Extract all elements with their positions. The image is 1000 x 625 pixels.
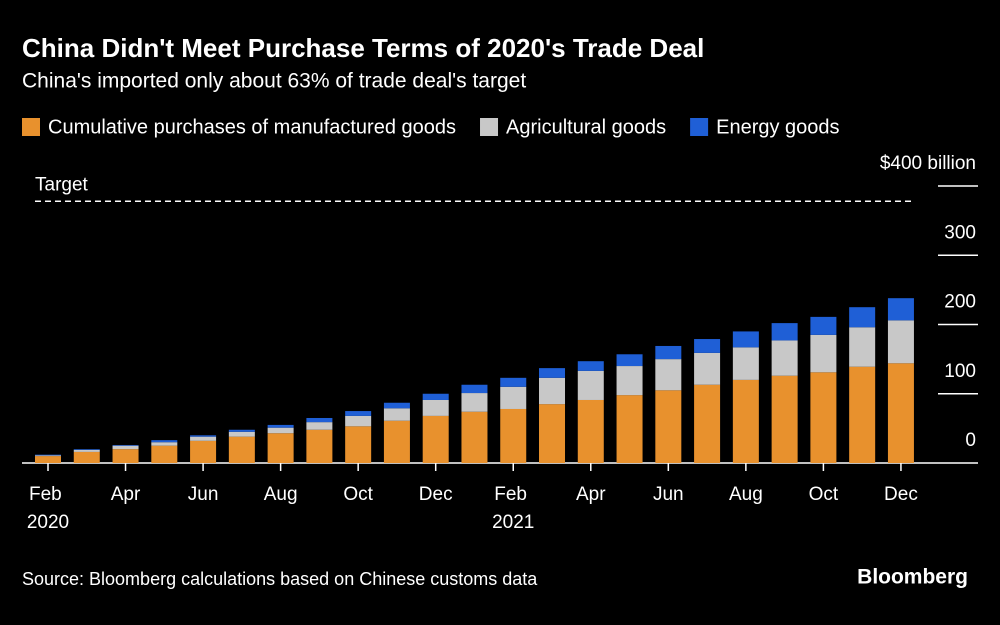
legend-swatch (22, 118, 40, 136)
bar-segment (345, 426, 372, 463)
target-label: Target (35, 174, 89, 195)
bar-segment (500, 377, 527, 387)
y-tick-label: 200 (944, 292, 976, 313)
bar-segment (887, 363, 914, 463)
x-tick-label: Apr (576, 484, 606, 505)
brand: Bloomberg (857, 566, 968, 589)
bar-segment (500, 386, 527, 409)
bar-segment (616, 395, 643, 463)
bar-segment (732, 331, 759, 348)
bar-segment (849, 327, 876, 367)
legend-swatch (480, 118, 499, 136)
bar-segment (810, 372, 837, 463)
bar-segment (461, 393, 488, 412)
bar-segment (267, 424, 294, 428)
bar-segment (228, 436, 255, 463)
bar-segment (732, 347, 759, 380)
bar-segment (694, 339, 721, 353)
bar-segment (655, 359, 682, 391)
bar-segment (771, 340, 798, 376)
y-tick-label: 0 (965, 430, 976, 451)
bar-segment (35, 455, 61, 457)
source: Source: Bloomberg calculations based on … (22, 569, 538, 589)
legend-label: Agricultural goods (506, 116, 666, 138)
x-tick-label: Oct (343, 484, 373, 505)
bar-segment (810, 316, 837, 335)
bar-segment (73, 449, 100, 450)
bar-segment (228, 429, 255, 432)
bar-segment (422, 399, 449, 416)
bar-segment (73, 451, 100, 463)
legend-label: Cumulative purchases of manufactured goo… (48, 116, 456, 138)
x-tick-label: Dec (884, 484, 918, 505)
legend-label: Energy goods (716, 116, 839, 138)
bar-segment (228, 431, 255, 437)
bar-segment (112, 444, 139, 446)
chart-subtitle: China's imported only about 63% of trade… (22, 70, 526, 93)
bar-segment (461, 384, 488, 394)
bar-segment (73, 449, 100, 452)
bar-segment (267, 427, 294, 434)
y-tick-label: 100 (944, 361, 976, 382)
bar-segment (345, 415, 372, 427)
bar-segment (655, 390, 682, 463)
bar-segment (35, 456, 61, 463)
x-tick-label: Aug (729, 484, 763, 505)
x-tick-label: Apr (111, 484, 141, 505)
bar-segment (306, 417, 333, 423)
bar-segment (345, 411, 372, 416)
x-tick-label: Oct (809, 484, 839, 505)
bar-segment (732, 379, 759, 463)
x-tick-label: Aug (264, 484, 298, 505)
x-tick-label: Jun (188, 484, 219, 505)
bar-segment (810, 334, 837, 373)
bar-segment (383, 408, 410, 421)
bar-segment (694, 384, 721, 463)
bar-segment (112, 449, 139, 463)
bar-segment (694, 352, 721, 385)
bar-segment (306, 429, 333, 463)
bar-segment (383, 402, 410, 409)
bar-segment (151, 445, 178, 463)
bar-segment (655, 345, 682, 360)
bar-segment (422, 415, 449, 463)
bar-segment (616, 354, 643, 367)
bar-segment (306, 422, 333, 430)
bar-segment (383, 420, 410, 463)
bar-segment (267, 433, 294, 463)
bar-segment (35, 454, 61, 456)
bar-segment (500, 408, 527, 463)
x-tick-label: Dec (419, 484, 453, 505)
bar-segment (112, 445, 139, 450)
bar-segment (577, 361, 604, 371)
x-tick-label: Jun (653, 484, 684, 505)
bar-segment (151, 442, 178, 446)
bar-segment (577, 399, 604, 463)
bar-segment (771, 375, 798, 463)
bar-segment (539, 368, 566, 378)
bar-segment (849, 307, 876, 328)
bar-segment (539, 404, 566, 463)
bar-segment (461, 411, 488, 463)
x-tick-label: Feb 2020 (27, 484, 69, 533)
x-tick-label: Feb 2021 (492, 484, 534, 533)
bar-segment (887, 298, 914, 321)
bar-segment (771, 323, 798, 341)
bar-segment (539, 377, 566, 405)
bar-segment (190, 436, 217, 441)
bar-segment (849, 366, 876, 463)
bar-segment (887, 320, 914, 364)
bar-segment (151, 440, 178, 443)
y-tick-label: 300 (944, 222, 976, 243)
bar-segment (577, 370, 604, 400)
legend-swatch (690, 118, 709, 136)
bar-segment (616, 366, 643, 396)
bar-segment (190, 440, 217, 463)
y-tick-label: $400 billion (880, 153, 976, 174)
bar-segment (190, 435, 217, 437)
bar-segment (422, 393, 449, 400)
chart-title: China Didn't Meet Purchase Terms of 2020… (22, 33, 704, 63)
